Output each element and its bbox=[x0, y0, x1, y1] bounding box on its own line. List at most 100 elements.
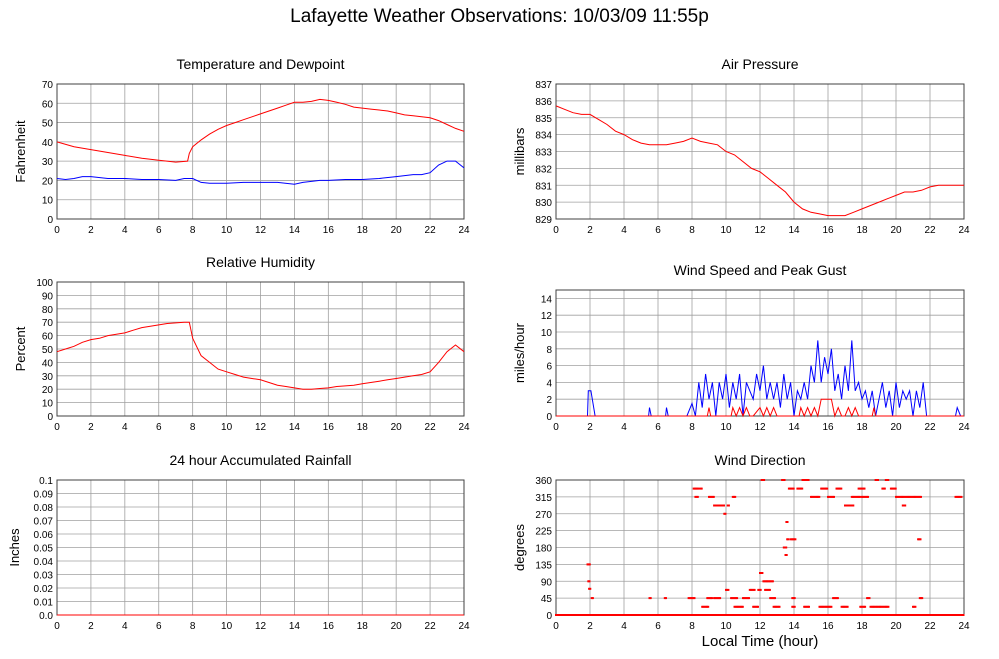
direction-point bbox=[827, 495, 829, 498]
direction-point bbox=[715, 597, 718, 600]
direction-point bbox=[715, 504, 718, 507]
direction-point bbox=[867, 495, 869, 498]
direction-point bbox=[789, 487, 792, 490]
direction-point bbox=[741, 614, 744, 616]
pressure-ytick: 829 bbox=[535, 215, 552, 226]
direction-point bbox=[877, 614, 880, 616]
direction-point bbox=[757, 588, 760, 591]
direction-point bbox=[822, 487, 825, 490]
direction-point bbox=[750, 614, 753, 616]
direction-point bbox=[881, 605, 884, 608]
direction-point bbox=[887, 605, 890, 608]
direction-point bbox=[920, 495, 922, 498]
pressure-ytick: 835 bbox=[535, 114, 552, 125]
direction-point bbox=[700, 487, 703, 490]
direction-point bbox=[800, 487, 802, 490]
direction-point bbox=[907, 614, 910, 616]
direction-point bbox=[857, 614, 860, 616]
direction-point bbox=[626, 614, 629, 616]
direction-xtick: 8 bbox=[689, 621, 695, 632]
direction-point bbox=[881, 614, 884, 616]
direction-point bbox=[879, 605, 881, 608]
direction-point bbox=[727, 614, 730, 616]
direction-point bbox=[757, 605, 759, 608]
temp-xtick: 24 bbox=[458, 225, 470, 236]
direction-point bbox=[860, 487, 862, 490]
wind-xtick: 6 bbox=[655, 422, 661, 433]
direction-point bbox=[752, 588, 755, 591]
direction-point bbox=[714, 597, 717, 600]
direction-point bbox=[580, 614, 582, 616]
rain-xtick: 22 bbox=[425, 621, 437, 632]
direction-point bbox=[749, 614, 751, 616]
direction-point bbox=[637, 614, 640, 616]
direction-point bbox=[960, 614, 963, 616]
direction-point bbox=[901, 504, 904, 507]
direction-point bbox=[783, 614, 786, 616]
direction-point bbox=[855, 495, 858, 498]
direction-point bbox=[846, 504, 849, 507]
temp-xtick: 14 bbox=[289, 225, 301, 236]
direction-point bbox=[759, 572, 761, 574]
direction-point bbox=[850, 504, 852, 507]
rain-ytick: 0.08 bbox=[34, 503, 54, 514]
wind-xtick: 8 bbox=[689, 422, 695, 433]
temp-xtick: 10 bbox=[221, 225, 233, 236]
direction-point bbox=[767, 588, 770, 591]
direction-point bbox=[569, 614, 572, 616]
direction-point bbox=[687, 614, 690, 616]
direction-point bbox=[839, 614, 842, 616]
direction-point bbox=[769, 614, 772, 616]
direction-point bbox=[833, 597, 836, 600]
direction-point bbox=[835, 614, 838, 616]
direction-point bbox=[784, 546, 786, 549]
direction-point bbox=[752, 605, 755, 608]
direction-point bbox=[761, 479, 764, 481]
direction-point bbox=[954, 495, 957, 498]
direction-point bbox=[671, 614, 674, 616]
direction-point bbox=[854, 614, 857, 616]
direction-point bbox=[918, 495, 921, 498]
humidity-frame bbox=[56, 281, 465, 417]
direction-point bbox=[904, 614, 907, 616]
direction-point bbox=[669, 614, 672, 616]
direction-point bbox=[887, 614, 889, 616]
direction-point bbox=[584, 614, 587, 616]
direction-xtick: 16 bbox=[822, 621, 834, 632]
direction-point bbox=[793, 614, 795, 616]
direction-point bbox=[846, 614, 849, 616]
direction-point bbox=[956, 495, 959, 498]
direction-point bbox=[702, 614, 705, 616]
rain-ytick: 0.01 bbox=[34, 598, 54, 609]
direction-point bbox=[755, 605, 758, 608]
direction-point bbox=[923, 614, 926, 616]
direction-point bbox=[707, 605, 710, 608]
direction-point bbox=[627, 614, 630, 616]
direction-point bbox=[865, 614, 868, 616]
direction-point bbox=[947, 614, 950, 616]
direction-point bbox=[768, 614, 770, 616]
direction-point bbox=[713, 614, 716, 616]
rain-xtick: 18 bbox=[357, 621, 369, 632]
direction-point bbox=[785, 521, 788, 523]
direction-point bbox=[891, 614, 894, 616]
temp-xtick: 6 bbox=[156, 225, 162, 236]
direction-point bbox=[845, 504, 848, 507]
humidity-ytick: 20 bbox=[42, 385, 54, 396]
direction-point bbox=[601, 614, 604, 616]
direction-ytick: 315 bbox=[535, 493, 552, 504]
wind-ytick: 4 bbox=[546, 378, 552, 389]
rain-xtick: 16 bbox=[323, 621, 335, 632]
pressure-xtick: 2 bbox=[587, 225, 593, 236]
temp-ytick: 70 bbox=[42, 80, 54, 91]
direction-point bbox=[693, 597, 696, 600]
direction-point bbox=[766, 614, 769, 616]
x-axis-label: Local Time (hour) bbox=[701, 633, 819, 650]
direction-point bbox=[594, 614, 597, 616]
direction-point bbox=[935, 614, 938, 616]
direction-point bbox=[740, 614, 743, 616]
direction-point bbox=[801, 614, 804, 616]
direction-point bbox=[893, 614, 895, 616]
direction-point bbox=[703, 605, 706, 608]
direction-point bbox=[883, 487, 886, 490]
